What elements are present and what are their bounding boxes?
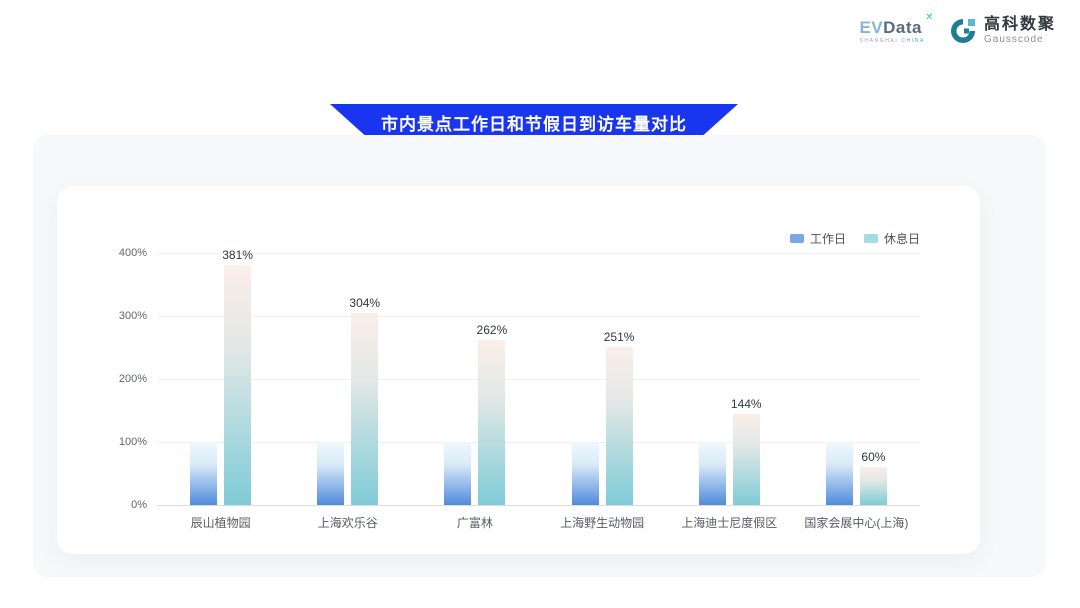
bar-value-label: 144% xyxy=(730,397,762,412)
bar-value-label: 251% xyxy=(603,329,635,344)
evdata-logo: EVData ✕ SHANGHAI CHINA xyxy=(859,12,933,44)
y-axis-tick-label: 0% xyxy=(131,499,147,511)
evdata-subtext: SHANGHAI CHINA xyxy=(859,37,925,44)
title-banner: 市内景点工作日和节假日到访车量对比 xyxy=(330,104,738,140)
bar-休息日-辰山植物园[interactable] xyxy=(224,264,252,505)
page-title: 市内景点工作日和节假日到访车量对比 xyxy=(381,114,687,134)
gridline xyxy=(157,252,920,254)
legend-item-休息日[interactable]: 休息日 xyxy=(863,230,920,247)
gausscode-logo: 高科数聚 Gausscode xyxy=(948,16,1056,46)
y-axis-tick-label: 200% xyxy=(118,373,147,385)
bar-工作日-上海欢乐谷[interactable] xyxy=(317,442,345,505)
y-axis-tick-label: 300% xyxy=(118,310,147,322)
gausscode-cn: 高科数聚 xyxy=(983,16,1056,34)
bar-value-label: 60% xyxy=(861,450,886,465)
chart-legend: 工作日 休息日 xyxy=(789,230,920,247)
bar-休息日-广富林[interactable] xyxy=(478,339,506,505)
x-axis-category-label: 国家会展中心(上海) xyxy=(804,516,909,530)
bar-value-label: 262% xyxy=(476,322,508,337)
header-logos: EVData ✕ SHANGHAI CHINA 高科数聚 Gausscode xyxy=(859,12,1056,46)
x-axis-category-label: 上海迪士尼度假区 xyxy=(681,516,778,530)
x-axis-category-label: 广富林 xyxy=(456,516,493,530)
legend-item-工作日[interactable]: 工作日 xyxy=(789,230,846,247)
gridline xyxy=(157,378,920,380)
legend-swatch xyxy=(789,234,804,243)
legend-swatch xyxy=(863,234,878,243)
bar-chart: 工作日 休息日 0% 100% 200% 300% 400% 381% 辰山植物园 304% 上海… xyxy=(57,186,980,554)
chart-card: 工作日 休息日 0% 100% 200% 300% 400% 381% 辰山植物园 304% 上海… xyxy=(57,186,980,554)
evdata-wordmark-data: Data xyxy=(883,17,922,37)
bar-休息日-国家会展中心(上海)[interactable] xyxy=(859,467,887,505)
bar-工作日-上海迪士尼度假区[interactable] xyxy=(698,442,726,505)
gridline xyxy=(157,441,920,443)
gausscode-en: Gausscode xyxy=(983,34,1044,46)
bar-工作日-上海野生动物园[interactable] xyxy=(571,442,599,505)
evdata-wordmark-ev: EV xyxy=(859,17,884,37)
bar-value-label: 304% xyxy=(349,296,381,311)
y-axis-tick-label: 100% xyxy=(118,436,147,448)
bar-休息日-上海欢乐谷[interactable] xyxy=(351,313,379,505)
bar-工作日-广富林[interactable] xyxy=(444,442,472,505)
legend-label: 工作日 xyxy=(809,232,846,246)
content-panel: 工作日 休息日 0% 100% 200% 300% 400% 381% 辰山植物园 304% 上海… xyxy=(33,135,1046,577)
bar-value-label: 381% xyxy=(222,247,253,262)
gausscode-g-icon xyxy=(950,19,975,43)
bar-休息日-上海野生动物园[interactable] xyxy=(605,346,633,505)
gridline xyxy=(157,315,920,317)
gausscode-text: 高科数聚 Gausscode xyxy=(984,16,1056,46)
x-axis-category-label: 上海野生动物园 xyxy=(560,516,645,530)
legend-label: 休息日 xyxy=(883,232,920,246)
bar-休息日-上海迪士尼度假区[interactable] xyxy=(732,414,760,505)
x-axis-category-label: 辰山植物园 xyxy=(190,516,251,530)
x-axis-category-label: 上海欢乐谷 xyxy=(317,516,378,530)
evdata-x-icon: ✕ xyxy=(925,11,934,23)
evdata-wordmark: EVData ✕ xyxy=(859,12,933,37)
bar-工作日-国家会展中心(上海)[interactable] xyxy=(825,442,853,505)
y-axis-tick-label: 400% xyxy=(118,247,147,259)
bar-工作日-辰山植物园[interactable] xyxy=(190,442,218,505)
x-axis-line xyxy=(157,504,920,506)
